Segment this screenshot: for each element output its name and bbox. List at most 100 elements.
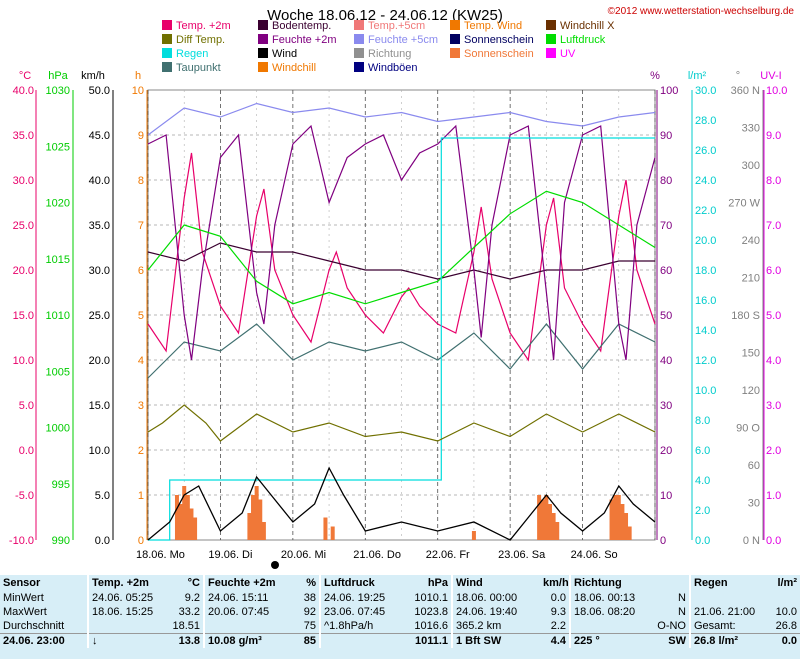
tick-label: 150 <box>742 348 760 360</box>
summary-cell: 24.06. 19:25 <box>319 591 408 605</box>
legend-swatch <box>546 34 556 44</box>
summary-cell: 1016.6 <box>414 619 448 632</box>
x-tick-label: 22.06. Fr <box>426 549 470 561</box>
x-tick-label: 23.06. Sa <box>498 549 546 561</box>
tick-label: 990 <box>52 535 70 547</box>
summary-cell <box>87 619 160 634</box>
legend-item: Diff Temp. <box>162 34 225 46</box>
summary-row: MinWert 24.06. 05:25 9.2 24.06. 15:11 38 24.0… <box>0 591 800 605</box>
y-axis-uv: 10.0 9.0 8.0 7.0 6.0 5.0 4.0 3.0 2.0 1.0 0.0 <box>763 85 787 547</box>
legend-swatch <box>258 20 268 30</box>
sunshine-bar <box>620 504 625 540</box>
sunshine-bar <box>189 508 194 540</box>
summary-cell: Richtung <box>569 575 650 591</box>
legend-item: Feuchte +5cm <box>354 34 438 46</box>
summary-cell: N <box>678 605 686 618</box>
legend-item: Feuchte +2m <box>258 34 337 46</box>
y-axis-direction: 360 N 330 300 270 W 240 210 180 S 150 120 90 O 60 3… <box>728 85 764 547</box>
tick-label: 180 S <box>731 310 760 322</box>
y-axis-pressure: 1030 1025 1020 1015 1010 1005 1000 995 990 <box>46 85 74 547</box>
summary-cell: O-NO <box>657 619 686 632</box>
summary-header: Sensor Temp. +2m °C Feuchte +2m% Luftdruck hP… <box>0 575 800 591</box>
unit-uv: UV-I <box>760 70 781 82</box>
summary-cell: 24.06. 05:25 <box>87 591 160 605</box>
tick-label: 4 <box>138 355 144 367</box>
tick-label: 35.0 <box>13 130 34 142</box>
summary-cell: 2.2 <box>550 619 566 632</box>
tick-label: 0.0 <box>695 535 710 547</box>
sunshine-bar <box>247 513 252 540</box>
unit-wind: km/h <box>81 70 105 82</box>
summary-cell: ↓ <box>87 633 160 648</box>
summary-cell <box>765 591 800 605</box>
legend-item: Windböen <box>354 62 418 74</box>
sunshine-bar <box>261 522 266 540</box>
legend-item: UV <box>546 48 576 60</box>
tick-label: 210 <box>742 273 760 285</box>
x-axis: 18.06. Mo 19.06. Di 20.06. Mi 21.06. Do 22.0… <box>136 549 618 569</box>
x-tick-label: 18.06. Mo <box>136 549 185 561</box>
legend-label: Bodentemp. <box>272 20 331 32</box>
summary-cell: hPa <box>427 576 448 589</box>
tick-label: 15.0 <box>13 310 34 322</box>
tick-label: 100 <box>660 85 678 97</box>
unit-pressure: hPa <box>48 70 68 82</box>
summary-cell: Luftdruck <box>319 575 408 591</box>
tick-label: 10 <box>660 490 672 502</box>
tick-label: 6 <box>138 265 144 277</box>
legend-label: Diff Temp. <box>176 34 225 46</box>
legend-label: Temp. Wind <box>464 20 522 32</box>
sunshine-bar <box>551 513 556 540</box>
sunshine-bar <box>547 504 552 540</box>
tick-label: 22.0 <box>695 205 716 217</box>
series-line <box>147 190 656 305</box>
tick-label: 1025 <box>46 141 70 153</box>
tick-label: 9.0 <box>766 130 781 142</box>
tick-label: 30 <box>660 400 672 412</box>
legend-swatch <box>450 20 460 30</box>
tick-label: 270 W <box>728 198 760 210</box>
y-axes: 40.035.030.025.020.015.010.05.00.0-5.0-1… <box>9 85 788 547</box>
tick-label: 40.0 <box>13 85 34 97</box>
tick-label: -5.0 <box>15 490 34 502</box>
summary-cell: Regen <box>689 575 765 591</box>
legend-item: Richtung <box>354 48 411 60</box>
tick-label: 3.0 <box>766 400 781 412</box>
summary-cell: 13.8 <box>160 633 204 648</box>
x-tick-label: 21.06. Do <box>353 549 401 561</box>
summary-cell <box>569 619 650 634</box>
plot-grid <box>147 89 656 541</box>
tick-label: 8.0 <box>695 415 710 427</box>
summary-cell: 1023.8 <box>414 605 448 618</box>
summary-cell: 75 <box>303 619 316 632</box>
legend-label: Feuchte +5cm <box>368 34 438 46</box>
legend-swatch <box>546 20 556 30</box>
sunshine-bar <box>178 504 183 540</box>
tick-label: 10.0 <box>89 445 110 457</box>
sunshine-bar <box>471 531 476 540</box>
summary-cell: 225 ° <box>569 633 650 648</box>
tick-label: 0.0 <box>95 535 110 547</box>
summary-cell: 20.06. 07:45 <box>203 605 292 619</box>
summary-cell: 33.2 <box>178 605 200 618</box>
wind-line <box>147 466 656 541</box>
tick-label: 10.0 <box>766 85 787 97</box>
summary-cell: °C <box>187 576 200 589</box>
sunshine-bar <box>616 495 621 540</box>
legend-item: Bodentemp. <box>258 20 331 32</box>
tick-label: 80 <box>660 175 672 187</box>
series-line <box>147 102 656 136</box>
series-line <box>147 152 656 362</box>
tick-label: 25.0 <box>13 220 34 232</box>
legend-item: Temp.+5cm <box>354 20 425 32</box>
sunshine-bar <box>323 517 328 540</box>
legend-label: Regen <box>176 48 208 60</box>
x-tick-label: 20.06. Mi <box>281 549 326 561</box>
tick-label: 50 <box>660 310 672 322</box>
series-line <box>147 242 655 280</box>
tick-label: 9 <box>138 130 144 142</box>
summary-cell: km/h <box>543 576 569 589</box>
unit-direction: ° <box>736 70 740 82</box>
legend-swatch <box>162 48 172 58</box>
legend-item: Temp. Wind <box>450 20 522 32</box>
